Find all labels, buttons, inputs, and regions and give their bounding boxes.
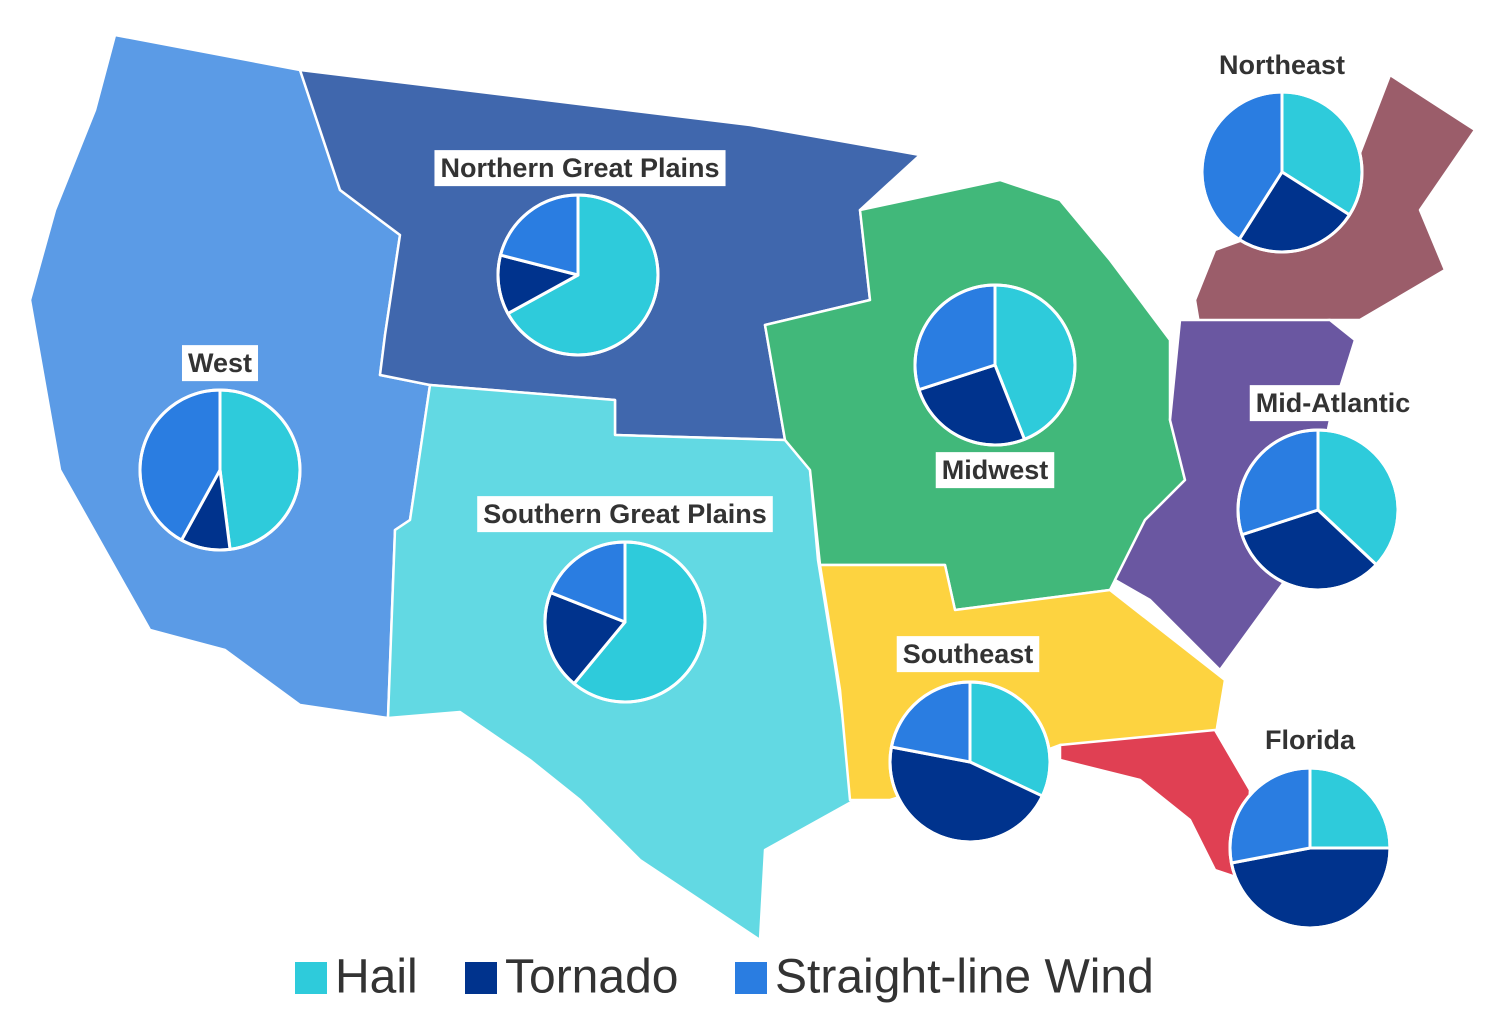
pie-outline (543, 540, 707, 704)
label-background (1212, 47, 1352, 84)
pie: Northern Great Plains (434, 150, 726, 357)
region-label: Midwest (942, 455, 1049, 485)
legend-swatch (295, 962, 327, 994)
pie-outline (888, 680, 1052, 844)
legend-swatch (465, 962, 497, 994)
legend-label: Hail (335, 951, 418, 1004)
legend-label: Tornado (505, 951, 678, 1004)
pie: Northeast (1200, 47, 1364, 254)
pie: Midwest (913, 283, 1077, 489)
legend-label: Straight-line Wind (775, 951, 1154, 1004)
region-label: West (188, 348, 252, 378)
label-background (434, 150, 726, 187)
region-florida (1058, 728, 1252, 882)
pie: Mid-Atlantic (1236, 385, 1417, 592)
pie-outline (496, 193, 660, 357)
pie-outline (1228, 766, 1392, 930)
pie-outline (138, 388, 302, 552)
legend: Hail Tornado Straight-line Wind (295, 951, 1154, 1004)
label-background (1249, 385, 1417, 422)
pie-outline (913, 283, 1077, 447)
pie: Florida (1228, 722, 1392, 930)
pie: West (138, 345, 302, 552)
region-label: Northern Great Plains (440, 153, 719, 183)
region-label: Northeast (1219, 50, 1345, 80)
pie: Southern Great Plains (477, 496, 773, 704)
region-label: Southeast (903, 639, 1034, 669)
pie-slice (1229, 846, 1392, 930)
label-background (181, 345, 259, 382)
region-label: Mid-Atlantic (1256, 388, 1411, 418)
pie-outline (1200, 90, 1364, 254)
pie: Southeast (888, 636, 1052, 844)
region-label: Southern Great Plains (483, 499, 767, 529)
label-background (896, 636, 1040, 673)
pie-outline (1236, 428, 1400, 592)
legend-swatch (735, 962, 767, 994)
label-background (1258, 722, 1362, 759)
label-background (477, 496, 773, 533)
label-background (935, 452, 1055, 489)
region-label: Florida (1265, 725, 1356, 755)
